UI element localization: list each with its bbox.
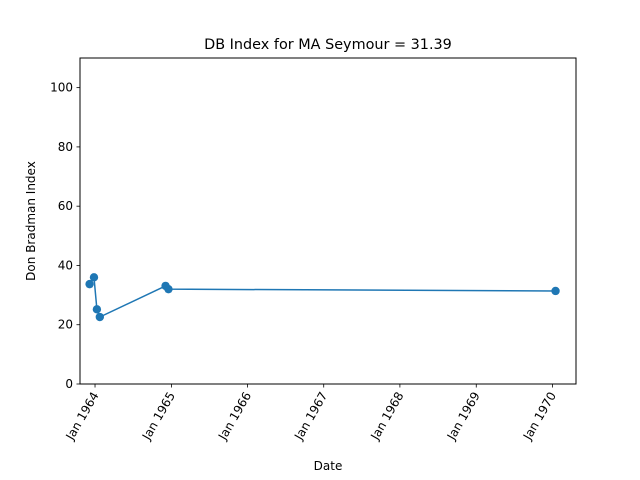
- y-tick-label: 80: [58, 140, 73, 154]
- data-point: [89, 273, 99, 282]
- y-tick-label: 0: [65, 377, 73, 391]
- data-series: [85, 273, 560, 322]
- data-point: [92, 305, 102, 314]
- plot-area-frame: [79, 57, 577, 385]
- data-point: [95, 312, 105, 322]
- y-axis-ticks: 0 20 40 60 80 100: [50, 81, 80, 391]
- data-point: [164, 284, 173, 294]
- y-tick-label: 40: [58, 258, 73, 272]
- x-axis-label: Date: [314, 459, 343, 473]
- y-tick-label: 60: [58, 199, 73, 213]
- chart-title: DB Index for MA Seymour = 31.39: [204, 37, 452, 53]
- y-axis-label: Don Bradman Index: [24, 161, 38, 281]
- data-point: [551, 286, 560, 296]
- data-point: [85, 279, 94, 289]
- y-tick-label: 100: [50, 81, 73, 95]
- y-tick-label: 20: [58, 318, 73, 332]
